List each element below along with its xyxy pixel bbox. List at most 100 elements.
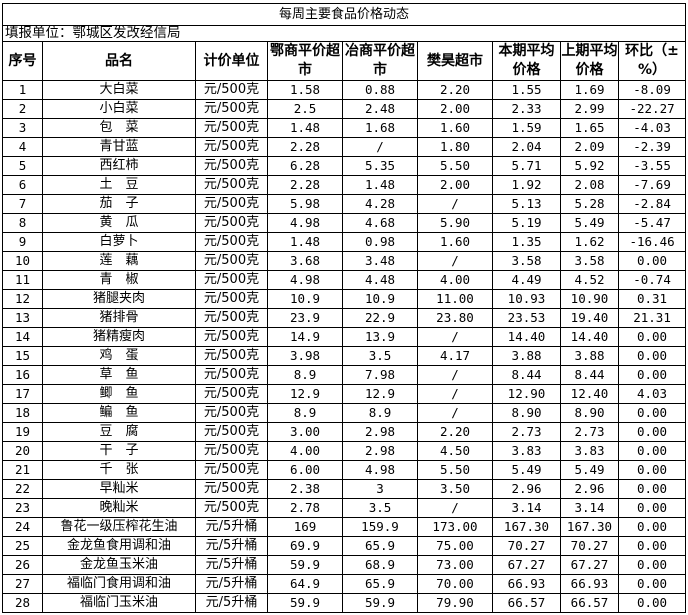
cell-unit: 元/500克 — [195, 308, 268, 328]
cell-change-pct: 0.00 — [617, 536, 687, 556]
cell-yeshang-price: 159.9 — [342, 517, 418, 537]
cell-current-avg: 4.49 — [492, 270, 561, 290]
cell-previous-avg: 14.40 — [560, 327, 619, 347]
cell-index: 10 — [2, 251, 43, 271]
header-unit: 计价单位 — [195, 41, 268, 81]
cell-unit: 元/500克 — [195, 251, 268, 271]
cell-fanhao-price: 5.50 — [417, 460, 493, 480]
cell-previous-avg: 10.90 — [560, 289, 619, 309]
cell-unit: 元/5升桶 — [195, 517, 268, 537]
cell-index: 5 — [2, 156, 43, 176]
cell-yeshang-price: 2.98 — [342, 422, 418, 442]
cell-previous-avg: 167.30 — [560, 517, 619, 537]
cell-echeng-price: 2.78 — [267, 498, 343, 518]
cell-previous-avg: 70.27 — [560, 536, 619, 556]
cell-unit: 元/500克 — [195, 194, 268, 214]
cell-current-avg: 2.33 — [492, 99, 561, 119]
cell-index: 28 — [2, 593, 43, 613]
cell-change-pct: -2.39 — [617, 137, 687, 157]
cell-unit: 元/500克 — [195, 137, 268, 157]
cell-fanhao-price: / — [417, 403, 493, 423]
cell-name: 金龙鱼玉米油 — [42, 555, 196, 575]
cell-echeng-price: 2.28 — [267, 137, 343, 157]
cell-change-pct: 0.00 — [617, 498, 687, 518]
table-row: 20 干 子元/500克 4.00 2.98 4.50 3.83 3.83 0.00 — [2, 441, 687, 461]
cell-change-pct: 0.00 — [617, 365, 687, 385]
cell-yeshang-price: 4.28 — [342, 194, 418, 214]
cell-echeng-price: 3.68 — [267, 251, 343, 271]
cell-name: 黄 瓜 — [42, 213, 196, 233]
cell-fanhao-price: 1.60 — [417, 232, 493, 252]
cell-index: 18 — [2, 403, 43, 423]
cell-echeng-price: 4.98 — [267, 270, 343, 290]
cell-current-avg: 8.44 — [492, 365, 561, 385]
cell-fanhao-price: 4.00 — [417, 270, 493, 290]
cell-change-pct: 0.31 — [617, 289, 687, 309]
cell-yeshang-price: 3 — [342, 479, 418, 499]
table-row: 25 金龙鱼食用调和油 元/5升桶 69.9 65.9 75.00 70.27 70.27 0.… — [2, 536, 687, 556]
cell-index: 20 — [2, 441, 43, 461]
cell-yeshang-price: 4.68 — [342, 213, 418, 233]
cell-fanhao-price: 3.50 — [417, 479, 493, 499]
cell-change-pct: 0.00 — [617, 403, 687, 423]
cell-current-avg: 14.40 — [492, 327, 561, 347]
cell-previous-avg: 66.57 — [560, 593, 619, 613]
title-row: 每周主要食品价格动态 — [1, 3, 687, 26]
table-row: 13 猪排骨 元/500克 23.9 22.9 23.80 23.53 19.40 21.31 — [2, 308, 687, 328]
table-row: 11 青 椒元/500克 4.98 4.48 4.00 4.49 4.52 -0.74 — [2, 270, 687, 290]
cell-index: 25 — [2, 536, 43, 556]
cell-yeshang-price: 5.35 — [342, 156, 418, 176]
cell-name: 鲫 鱼 — [42, 384, 196, 404]
cell-unit: 元/500克 — [195, 289, 268, 309]
cell-fanhao-price: 73.00 — [417, 555, 493, 575]
reporting-unit: 填报单位：鄂城区发改经信局 — [1, 25, 687, 42]
cell-unit: 元/500克 — [195, 441, 268, 461]
cell-name: 鲁花一级压榨花生油 — [42, 517, 196, 537]
cell-yeshang-price: 1.48 — [342, 175, 418, 195]
cell-fanhao-price: 173.00 — [417, 517, 493, 537]
cell-name: 猪排骨 — [42, 308, 196, 328]
cell-fanhao-price: / — [417, 384, 493, 404]
cell-name: 福临门食用调和油 — [42, 574, 196, 594]
cell-fanhao-price: 70.00 — [417, 574, 493, 594]
cell-previous-avg: 5.92 — [560, 156, 619, 176]
cell-change-pct: 0.00 — [617, 593, 687, 613]
cell-current-avg: 12.90 — [492, 384, 561, 404]
cell-current-avg: 67.27 — [492, 555, 561, 575]
cell-index: 2 — [2, 99, 43, 119]
cell-yeshang-price: 12.9 — [342, 384, 418, 404]
cell-unit: 元/500克 — [195, 422, 268, 442]
cell-name: 早籼米 — [42, 479, 196, 499]
cell-change-pct: 0.00 — [617, 479, 687, 499]
cell-unit: 元/500克 — [195, 156, 268, 176]
cell-index: 27 — [2, 574, 43, 594]
cell-change-pct: 0.00 — [617, 422, 687, 442]
cell-previous-avg: 67.27 — [560, 555, 619, 575]
cell-current-avg: 5.13 — [492, 194, 561, 214]
cell-change-pct: -3.55 — [617, 156, 687, 176]
cell-index: 19 — [2, 422, 43, 442]
cell-echeng-price: 3.98 — [267, 346, 343, 366]
cell-echeng-price: 2.28 — [267, 175, 343, 195]
table-row: 28 福临门玉米油 元/5升桶 59.9 59.9 79.90 66.57 66.57 0.00 — [2, 593, 687, 613]
cell-unit: 元/500克 — [195, 118, 268, 138]
cell-name: 茄 子 — [42, 194, 196, 214]
cell-previous-avg: 4.52 — [560, 270, 619, 290]
cell-change-pct: 0.00 — [617, 251, 687, 271]
table-row: 23 晚籼米 元/500克 2.78 3.5/3.14 3.14 0.00 — [2, 498, 687, 518]
cell-fanhao-price: 4.17 — [417, 346, 493, 366]
table-row: 19 豆 腐元/500克 3.00 2.98 2.20 2.73 2.73 0.00 — [2, 422, 687, 442]
cell-unit: 元/500克 — [195, 80, 268, 100]
cell-echeng-price: 2.5 — [267, 99, 343, 119]
cell-current-avg: 66.57 — [492, 593, 561, 613]
cell-index: 1 — [2, 80, 43, 100]
cell-fanhao-price: 5.50 — [417, 156, 493, 176]
cell-echeng-price: 1.48 — [267, 118, 343, 138]
cell-name: 草 鱼 — [42, 365, 196, 385]
cell-current-avg: 3.83 — [492, 441, 561, 461]
cell-echeng-price: 8.9 — [267, 365, 343, 385]
cell-current-avg: 2.04 — [492, 137, 561, 157]
